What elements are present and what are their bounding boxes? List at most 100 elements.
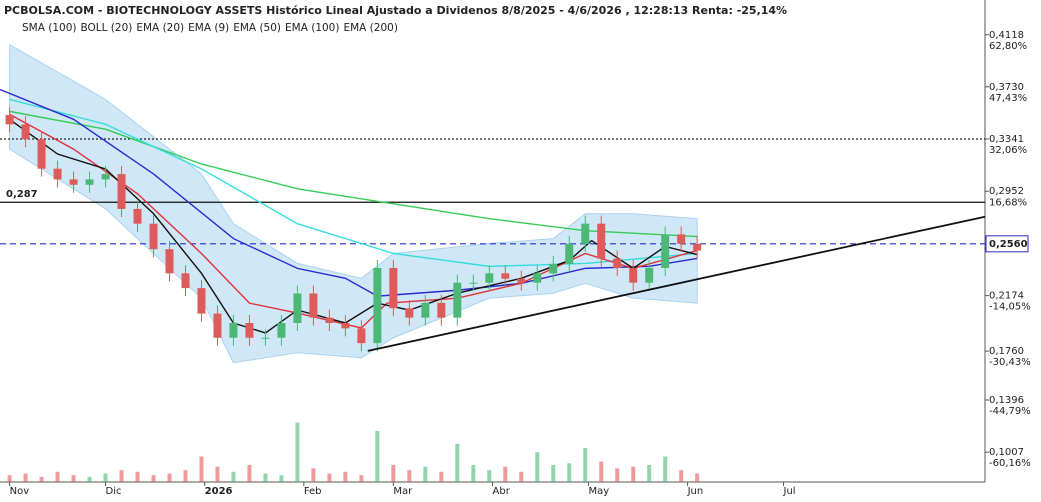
volume-bar [23, 473, 28, 482]
y2-tick-label: -14,05% [989, 302, 1031, 313]
x-tick-label: Jun [687, 486, 704, 497]
y-tick-label: 0,3341 [989, 134, 1024, 145]
candle-body [677, 234, 686, 244]
candle-body [405, 308, 414, 318]
volume-bar [615, 468, 620, 482]
volume-bar [215, 466, 220, 482]
volume-bar [39, 476, 44, 482]
x-tick-label: Jul [783, 486, 796, 497]
volume-bar [503, 466, 508, 482]
legend-entry: BOLL (20) [80, 22, 132, 34]
candle-body [565, 243, 574, 264]
volume-bar [583, 448, 588, 482]
y2-tick-label: 62,80% [989, 41, 1027, 52]
candle-body [389, 267, 398, 309]
candle-body [53, 168, 62, 180]
candle-body [341, 322, 350, 329]
y-tick-label: 0,2952 [989, 186, 1024, 197]
legend-entry: EMA (9) [188, 22, 229, 34]
x-tick-label: Abr [493, 486, 511, 497]
volume-bar [567, 463, 572, 482]
volume-bar [263, 473, 268, 482]
volume-bar [167, 473, 172, 482]
candle-body [549, 263, 558, 274]
volume-bar [695, 473, 700, 482]
volume-bar [231, 471, 236, 482]
candle-body [37, 139, 46, 169]
x-tick-label: Feb [304, 486, 322, 497]
candle-body [693, 243, 702, 251]
volume-bar [103, 473, 108, 482]
candle-body [213, 313, 222, 338]
volume-bar [87, 476, 92, 482]
volume-bar [343, 471, 348, 482]
candle-body [533, 273, 542, 283]
x-tick-label: 2026 [205, 486, 233, 497]
volume-bar [199, 456, 204, 482]
candle-body [309, 293, 318, 318]
y2-tick-label: -44,79% [989, 406, 1031, 417]
volume-bar [407, 470, 412, 482]
candle-body [581, 223, 590, 244]
candle-body [229, 322, 238, 338]
price-box [985, 235, 1029, 253]
candle-body [373, 267, 382, 344]
candle-body [453, 282, 462, 318]
y-tick-label: 0,3730 [989, 82, 1024, 93]
y-tick-label: 0,4118 [989, 30, 1024, 41]
legend-entry: EMA (100) [285, 22, 339, 34]
candle-body [517, 278, 526, 283]
volume-bar [119, 470, 124, 482]
legend-entry: EMA (200) [343, 22, 397, 34]
candle-body [245, 322, 254, 338]
volume-bar [7, 475, 12, 482]
candle-body [613, 258, 622, 268]
candle-body [501, 273, 510, 279]
price-label: 0,2560 [989, 239, 1028, 250]
level-label: 0,287 [6, 189, 38, 200]
candle-body [629, 267, 638, 283]
volume-bar [279, 475, 284, 482]
legend-entry: EMA (50) [233, 22, 281, 34]
volume-bar [359, 475, 364, 482]
candle-body [421, 302, 430, 318]
candle-body [597, 223, 606, 259]
candle-body [133, 208, 142, 224]
trend-line [367, 215, 986, 352]
candle-body [181, 273, 190, 289]
legend-entry: SMA (100) [22, 22, 76, 34]
y2-tick-label: -60,16% [989, 458, 1031, 469]
candle-body [149, 223, 158, 250]
volume-bar [295, 422, 300, 482]
candle-body [21, 124, 30, 140]
volume-bar [183, 470, 188, 482]
candle-body [117, 174, 126, 209]
volume-bar [391, 465, 396, 482]
volume-bar [247, 465, 252, 482]
candle-body [485, 273, 494, 283]
indicator-line [9, 110, 698, 238]
candle-body [469, 282, 478, 284]
candle-body [261, 337, 270, 339]
volume-bar [647, 465, 652, 482]
volume-bar [311, 468, 316, 482]
volume-bar [71, 475, 76, 482]
volume-bar [663, 456, 668, 482]
legend-entry: EMA (20) [136, 22, 184, 34]
x-tick-label: Nov [10, 486, 30, 497]
volume-bar [535, 452, 540, 482]
chart-title: PCBOLSA.COM - BIOTECHNOLOGY ASSETS Histó… [4, 4, 787, 17]
y2-tick-label: 32,06% [989, 145, 1027, 156]
candle-body [325, 317, 334, 323]
candle-body [357, 328, 366, 344]
volume-bar [439, 471, 444, 482]
volume-bar [487, 470, 492, 482]
volume-bar [471, 465, 476, 482]
indicator-line [0, 88, 698, 297]
candle-body [85, 179, 94, 185]
volume-bar [55, 471, 60, 482]
volume-bar [679, 470, 684, 482]
volume-bar [327, 473, 332, 482]
